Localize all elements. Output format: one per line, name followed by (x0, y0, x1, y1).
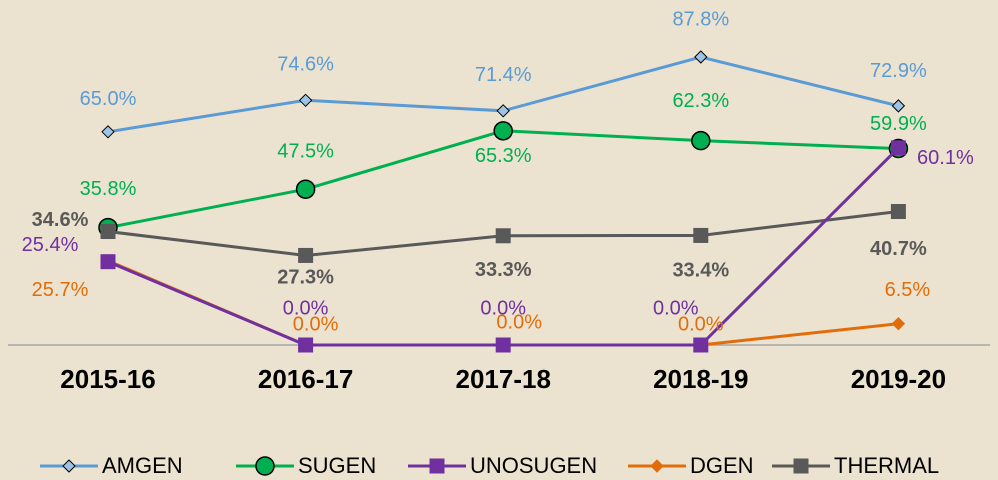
data-label: 0.0% (496, 311, 542, 333)
data-point (298, 247, 314, 263)
data-label: 34.6% (32, 209, 89, 231)
data-label: 33.3% (475, 259, 532, 281)
data-point (493, 121, 513, 141)
x-tick-label: 2016-17 (258, 364, 353, 394)
data-point (295, 179, 316, 199)
data-point (691, 130, 711, 151)
data-label: 47.5% (277, 140, 334, 162)
data-point (496, 104, 510, 118)
legend-label: THERMAL (834, 453, 939, 478)
data-point (890, 204, 906, 220)
x-tick-label: 2018-19 (653, 364, 748, 394)
legend-label: UNOSUGEN (470, 453, 597, 478)
data-label: 6.5% (885, 279, 931, 301)
data-point (891, 316, 906, 331)
data-point (100, 254, 116, 270)
data-label: 65.0% (80, 88, 137, 110)
data-point (890, 140, 906, 156)
data-label: 27.3% (277, 267, 334, 289)
data-label: 72.9% (870, 60, 927, 82)
data-label: 33.4% (672, 260, 729, 282)
legend-label: SUGEN (298, 453, 376, 478)
data-label: 62.3% (672, 90, 729, 112)
data-label: 0.0% (480, 297, 526, 319)
data-label: 25.7% (32, 279, 89, 301)
legend-marker (429, 458, 445, 474)
data-point (100, 224, 116, 240)
legend-marker (793, 458, 809, 474)
data-label: 0.0% (283, 297, 329, 319)
legend-marker (650, 459, 664, 473)
data-point (891, 99, 906, 113)
data-point (693, 227, 709, 243)
data-label: 35.8% (80, 178, 137, 200)
data-point (693, 337, 709, 353)
data-point (101, 125, 115, 139)
x-tick-label: 2019-20 (851, 364, 946, 394)
x-tick-label: 2015-16 (60, 364, 155, 394)
legend-label: AMGEN (102, 453, 183, 478)
data-label: 25.4% (22, 234, 79, 256)
x-tick-label: 2017-18 (455, 364, 550, 394)
data-label: 40.7% (870, 238, 927, 260)
data-point (495, 228, 511, 244)
legend-label: DGEN (690, 453, 754, 478)
data-point (694, 50, 708, 64)
data-point (298, 93, 313, 108)
data-point (298, 337, 314, 353)
data-label: 59.9% (870, 113, 927, 135)
data-point (495, 337, 511, 353)
data-label: 71.4% (475, 64, 532, 86)
data-label: 87.8% (672, 8, 729, 30)
legend-marker (255, 456, 275, 476)
data-label: 0.0% (293, 313, 339, 335)
data-label: 60.1% (917, 147, 974, 169)
data-label: 0.0% (653, 297, 699, 319)
data-label: 74.6% (277, 54, 334, 76)
data-label: 65.3% (475, 145, 532, 167)
legend-marker (62, 459, 76, 473)
data-label: 0.0% (678, 313, 724, 335)
